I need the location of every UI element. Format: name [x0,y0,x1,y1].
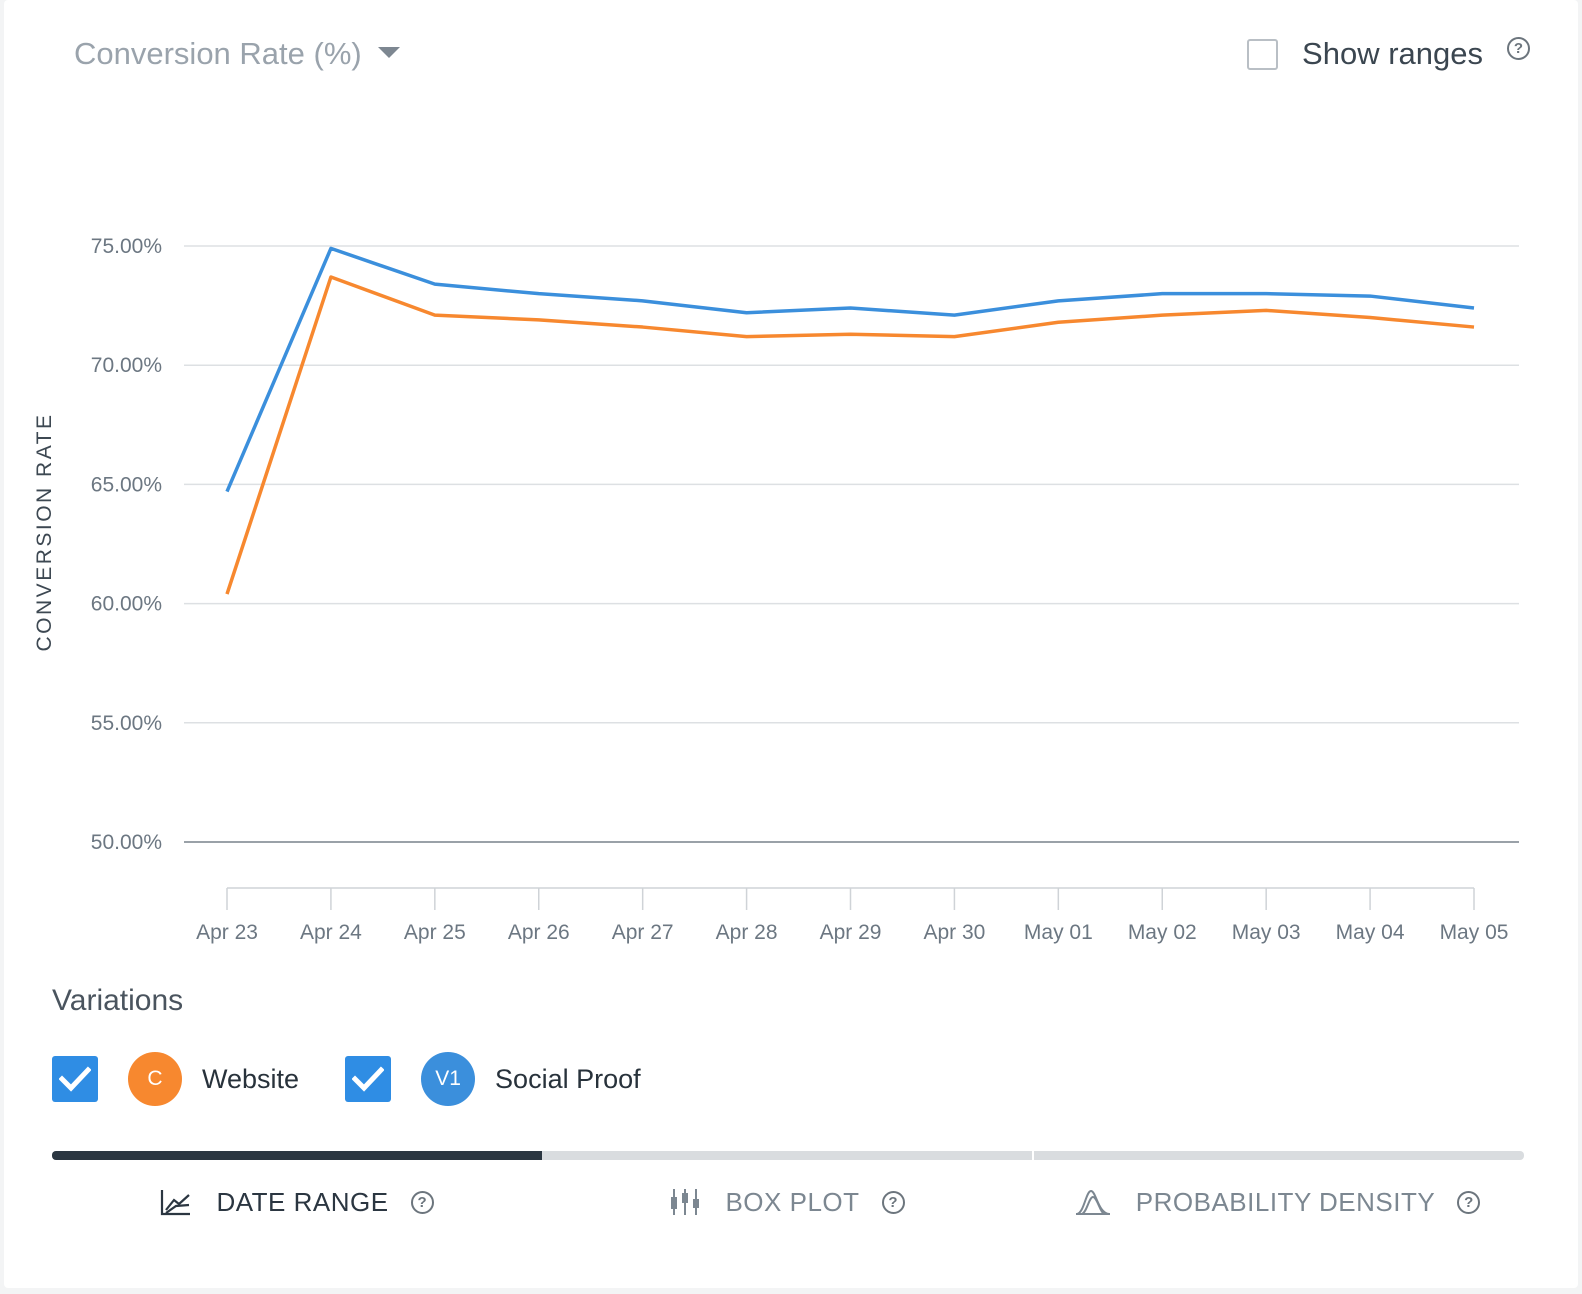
tab-box-plot[interactable]: BOX PLOT ? [542,1172,1032,1232]
x-tick-label: Apr 24 [300,921,362,944]
chart-type-tabs: DATE RANGE ? BOX PLOT ? [52,1172,1524,1232]
x-tick-label: May 04 [1336,921,1405,944]
chart-series [225,246,1475,595]
tab-indicator-bar [52,1151,1524,1160]
y-tick-label: 75.00% [91,235,162,258]
variation-name-social-proof: Social Proof [495,1063,641,1094]
chart-grid [184,245,1519,843]
metric-dropdown-label: Conversion Rate (%) [74,36,362,71]
x-axis: Apr 23 Apr 24 Apr 25 Apr 26 Apr 27 Apr 28 Apr … [196,887,1509,944]
x-tick-label: Apr 27 [612,921,674,944]
caret-down-icon [377,46,400,58]
line-chart-icon [160,1188,192,1216]
x-tick-label: May 03 [1232,921,1301,944]
series-line-social-proof[interactable] [225,246,1475,493]
x-tick-label: Apr 28 [716,921,778,944]
y-axis-ticks: 75.00% 70.00% 65.00% 60.00% 55.00% 50.00% [91,235,162,854]
metric-dropdown[interactable]: Conversion Rate (%) [74,34,400,74]
show-ranges-checkbox[interactable] [1247,38,1279,70]
tab-box-plot-label: BOX PLOT [725,1186,860,1217]
show-ranges-control: Show ranges ? [1247,34,1530,74]
conversion-rate-chart: 75.00% 70.00% 65.00% 60.00% 55.00% 50.00% Apr… [33,235,1519,944]
variation-checkbox-social-proof[interactable] [345,1056,392,1102]
x-tick-label: May 02 [1128,921,1197,944]
tab-indicator-active [52,1151,542,1160]
chart-card: Conversion Rate (%) Show ranges ? 75.00%… [4,0,1578,1288]
y-tick-label: 55.00% [91,712,162,735]
variation-badge-social-proof: V1 [421,1052,476,1106]
show-ranges-help-icon[interactable]: ? [1507,36,1530,60]
x-tick-label: Apr 30 [923,921,985,944]
x-tick-label: Apr 29 [820,921,882,944]
box-plot-icon [669,1187,701,1217]
x-tick-label: Apr 23 [196,921,258,944]
x-tick-label: May 01 [1024,921,1093,944]
x-tick-label: Apr 25 [404,921,466,944]
x-tick-label: Apr 26 [508,921,570,944]
y-tick-label: 60.00% [91,593,162,616]
series-line-website[interactable] [225,275,1475,595]
checkmark-icon [59,1066,91,1092]
variation-checkbox-website[interactable] [52,1056,98,1102]
date-range-help-icon[interactable]: ? [410,1190,434,1214]
density-curve-icon [1074,1187,1112,1217]
variations-legend: C Website V1 Social Proof [52,1052,641,1106]
box-plot-help-icon[interactable]: ? [881,1190,905,1214]
y-axis-label: CONVERSION RATE [33,413,56,652]
tab-date-range[interactable]: DATE RANGE ? [52,1172,542,1232]
y-tick-label: 65.00% [91,473,162,496]
tab-probability-density-label: PROBABILITY DENSITY [1135,1186,1436,1217]
show-ranges-label: Show ranges [1302,36,1483,71]
y-tick-label: 50.00% [91,831,162,854]
variation-name-website: Website [202,1063,300,1094]
probability-density-help-icon[interactable]: ? [1457,1190,1481,1214]
variation-badge-website: C [128,1052,182,1106]
checkmark-icon [352,1066,385,1092]
tab-date-range-label: DATE RANGE [216,1186,389,1217]
variations-title: Variations [52,984,184,1017]
tab-probability-density[interactable]: PROBABILITY DENSITY ? [1032,1172,1522,1232]
y-tick-label: 70.00% [91,354,162,377]
x-tick-label: May 05 [1440,921,1509,944]
